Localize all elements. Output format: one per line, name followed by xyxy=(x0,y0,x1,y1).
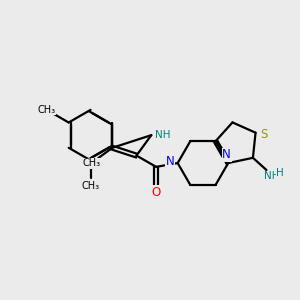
Text: NH: NH xyxy=(155,130,170,140)
Text: N: N xyxy=(222,148,231,161)
Text: CH₃: CH₃ xyxy=(82,182,100,191)
Text: N: N xyxy=(166,155,175,168)
Text: CH₃: CH₃ xyxy=(82,158,100,168)
Text: S: S xyxy=(260,128,268,141)
Text: H: H xyxy=(276,168,284,178)
Text: NH₂: NH₂ xyxy=(264,171,283,182)
Text: O: O xyxy=(152,186,161,199)
Text: CH₃: CH₃ xyxy=(37,104,55,115)
